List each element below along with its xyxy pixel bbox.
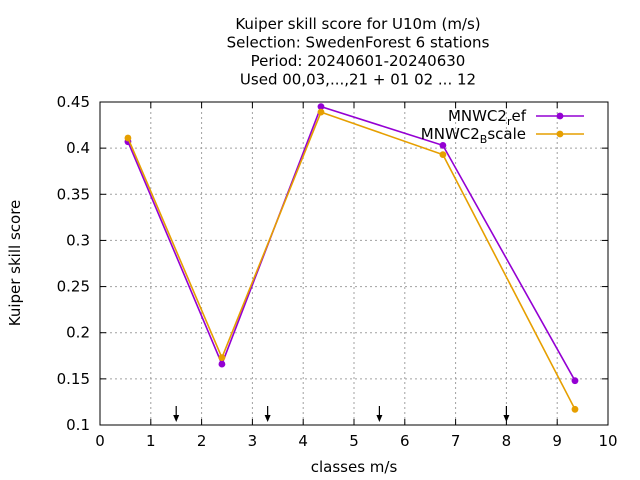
legend-label-1: MNWC2ref (448, 107, 527, 128)
title-line-2: Selection: SwedenForest 6 stations (227, 34, 490, 52)
legend-label-main: MNWC2 (448, 107, 507, 125)
legend-label-2: MNWC2Bscale (421, 125, 526, 146)
x-axis-label: classes m/s (311, 458, 398, 476)
x-tick-label: 8 (502, 432, 512, 450)
y-tick-label: 0.4 (66, 139, 90, 157)
legend-label-tail: scale (487, 125, 526, 143)
data-point (124, 134, 132, 142)
x-tick-label: 6 (400, 432, 410, 450)
grid (100, 102, 608, 425)
y-tick-label: 0.15 (57, 370, 90, 388)
class-marker-arrow-head (264, 415, 271, 422)
x-axis-ticks: 0 1 2 3 4 5 6 7 8 9 10 (95, 102, 618, 450)
data-point (439, 151, 447, 159)
title-line-4: Used 00,03,...,21 + 01 02 ... 12 (240, 71, 476, 89)
data-point (317, 108, 325, 116)
x-tick-label: 4 (298, 432, 308, 450)
y-tick-label: 0.45 (57, 93, 90, 111)
data-point (439, 141, 447, 149)
data-point (571, 405, 579, 413)
y-tick-label: 0.25 (57, 278, 90, 296)
y-tick-label: 0.35 (57, 185, 90, 203)
series (124, 103, 579, 413)
legend-swatch-point-1 (556, 112, 564, 120)
class-marker-arrow-head (173, 415, 180, 422)
y-axis-ticks: 0.1 0.15 0.2 0.25 0.3 0.35 0.4 0.45 (57, 93, 608, 434)
x-tick-label: 1 (146, 432, 156, 450)
x-tick-label: 9 (552, 432, 562, 450)
y-tick-label: 0.3 (66, 231, 90, 249)
x-tick-label: 7 (451, 432, 461, 450)
data-point (218, 360, 226, 368)
title-line-1: Kuiper skill score for U10m (m/s) (235, 15, 480, 33)
y-axis-label: Kuiper skill score (6, 200, 24, 327)
class-markers (173, 406, 510, 422)
chart-title: Kuiper skill score for U10m (m/s)Selecti… (227, 15, 490, 89)
x-tick-label: 0 (95, 432, 105, 450)
x-tick-label: 2 (197, 432, 207, 450)
data-point (218, 354, 226, 362)
legend-label-main: MNWC2 (421, 125, 480, 143)
legend-label-subscript: B (480, 133, 488, 146)
legend-label-tail: ef (511, 107, 526, 125)
class-marker-arrow-head (503, 415, 510, 422)
data-point (317, 103, 325, 111)
class-marker-arrow-head (376, 415, 383, 422)
x-tick-label: 3 (248, 432, 258, 450)
x-tick-label: 5 (349, 432, 359, 450)
x-tick-label: 10 (598, 432, 617, 450)
y-tick-label: 0.2 (66, 324, 90, 342)
legend-swatch-point-2 (556, 130, 564, 138)
legend-label-subscript: r (507, 115, 512, 128)
data-point (571, 377, 579, 385)
y-tick-label: 0.1 (66, 416, 90, 434)
title-line-3: Period: 20240601-20240630 (251, 52, 466, 70)
